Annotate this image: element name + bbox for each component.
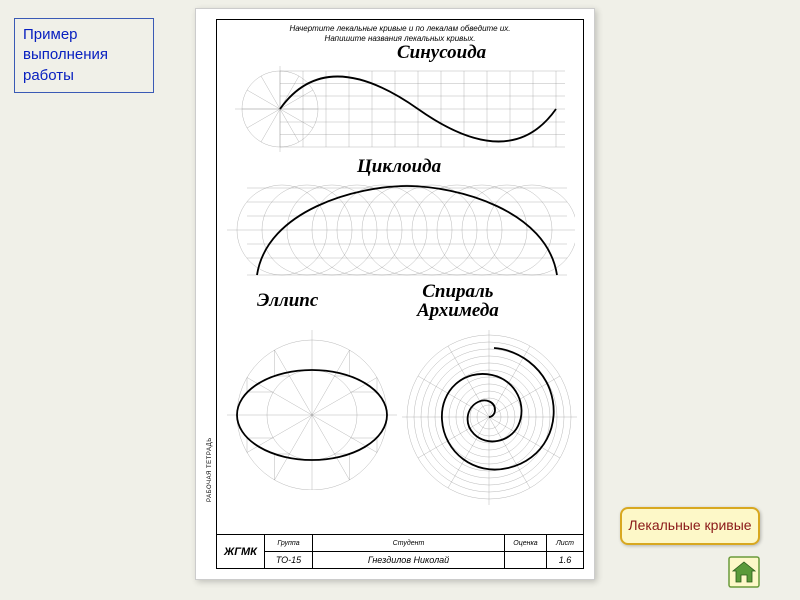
- ellipse-diagram: [227, 320, 397, 490]
- val-group: ТО-15: [265, 552, 313, 568]
- spiral-l1: Спираль: [422, 281, 493, 302]
- spiral-label: Спираль Архимеда: [417, 282, 499, 320]
- val-student: Гнездилов Николай: [313, 552, 505, 568]
- curves-nav-button[interactable]: Лекальные кривые: [620, 507, 760, 545]
- home-icon[interactable]: [728, 556, 760, 588]
- caption-line2: выполнения: [23, 46, 108, 63]
- title-block: ЖГМК Группа Студент Оценка Лист ТО-15 Гн…: [217, 534, 583, 568]
- cycloid-diagram: [227, 180, 575, 280]
- hdr-group: Группа: [265, 535, 313, 551]
- org-cell: ЖГМК: [217, 535, 265, 568]
- workbook-label: РАБОЧАЯ ТЕТРАДЬ: [207, 437, 213, 502]
- hdr-grade: Оценка: [505, 535, 547, 551]
- caption-line1: Пример: [23, 26, 78, 43]
- hdr-sheet: Лист: [547, 535, 583, 551]
- example-caption: Пример выполнения работы: [14, 18, 154, 93]
- hdr-student: Студент: [313, 535, 505, 551]
- task-line1: Начертите лекальные кривые и по лекалам …: [289, 24, 510, 33]
- nav-button-label: Лекальные кривые: [628, 518, 751, 533]
- sinusoid-label: Синусоида: [397, 42, 486, 64]
- ellipse-label: Эллипс: [257, 290, 318, 312]
- cycloid-label: Циклоида: [357, 156, 441, 178]
- task-text: Начертите лекальные кривые и по лекалам …: [217, 24, 583, 43]
- drawing-sheet: РАБОЧАЯ ТЕТРАДЬ Начертите лекальные крив…: [195, 8, 595, 580]
- caption-line3: работы: [23, 67, 74, 84]
- spiral-diagram: [402, 330, 577, 505]
- val-grade: [505, 552, 547, 568]
- sinusoid-diagram: [235, 66, 565, 152]
- spiral-l2: Архимеда: [417, 300, 499, 321]
- val-sheet: 1.6: [547, 552, 583, 568]
- drawing-frame: РАБОЧАЯ ТЕТРАДЬ Начертите лекальные крив…: [216, 19, 584, 569]
